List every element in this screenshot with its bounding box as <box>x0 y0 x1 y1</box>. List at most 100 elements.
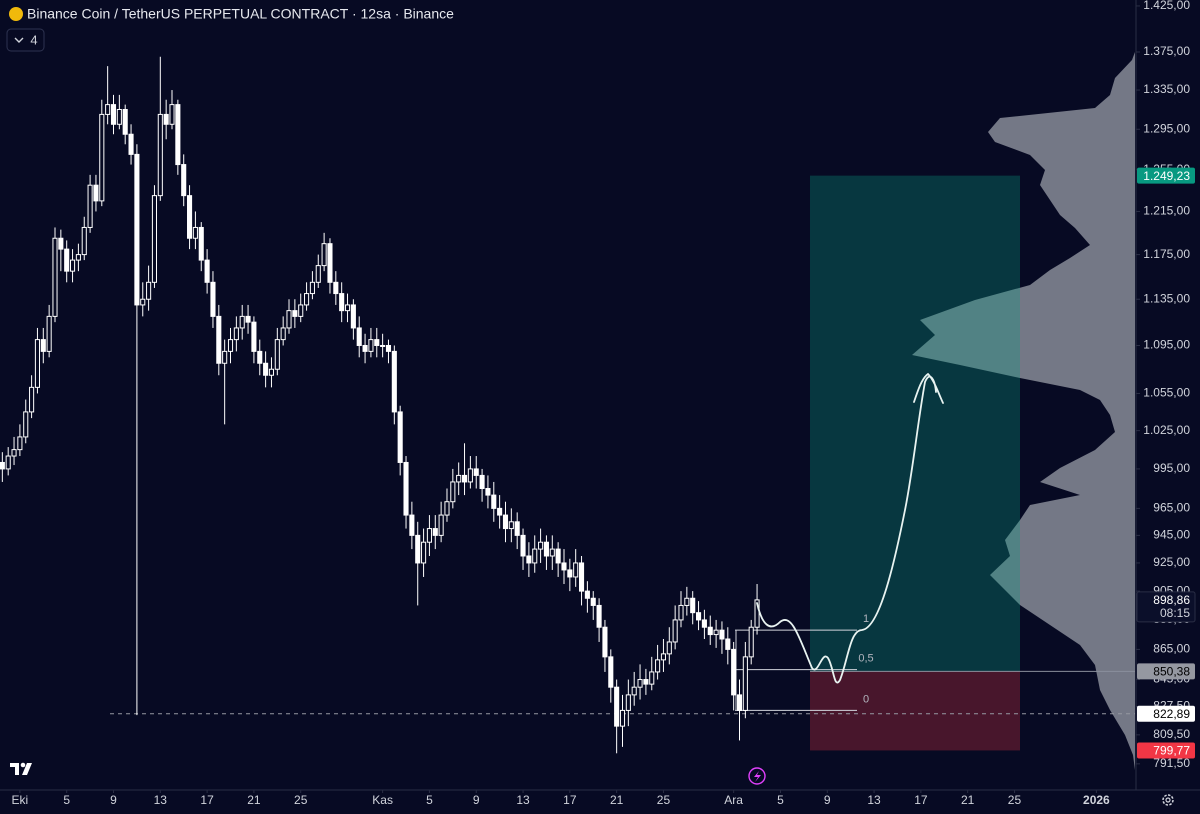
candle-body <box>140 298 146 306</box>
candle-body <box>421 541 427 564</box>
candle-body <box>81 226 87 256</box>
candle-body <box>374 339 380 346</box>
candle-body <box>696 612 702 621</box>
candle-body <box>175 104 181 166</box>
candle-body <box>17 436 23 451</box>
tv-logo[interactable] <box>10 762 32 775</box>
chart-title: Binance Coin / TetherUS PERPETUAL CONTRA… <box>27 6 454 22</box>
y-tick-label: 1.295,00 <box>1143 121 1190 135</box>
candle-body <box>368 339 374 352</box>
candle-body <box>391 350 397 413</box>
candle-body <box>713 629 719 636</box>
gear-outline[interactable] <box>1162 794 1174 806</box>
candle-body <box>187 195 193 239</box>
candle-body <box>344 304 351 312</box>
candle-body <box>23 411 29 438</box>
candle-body <box>309 281 315 295</box>
stop-price-tag: 799,77 <box>1153 744 1190 758</box>
candle-body <box>34 339 40 388</box>
y-tick-label: 1.335,00 <box>1143 82 1190 96</box>
candle-body <box>450 481 456 503</box>
candle-body <box>479 474 485 489</box>
y-tick-label: 1.095,00 <box>1143 338 1190 352</box>
candle-body <box>227 339 234 352</box>
icon-bolt[interactable] <box>754 771 761 782</box>
symbol-logo <box>9 7 23 21</box>
candle-body <box>222 350 228 364</box>
logo-part[interactable] <box>10 763 19 775</box>
y-tick-label: 1.375,00 <box>1143 44 1190 58</box>
stop-price-tag-bg <box>1137 742 1195 759</box>
toggle-count[interactable]: 4 <box>30 32 37 47</box>
candle-body <box>678 604 684 621</box>
x-tick-label: 9 <box>824 793 831 807</box>
x-tick-label: 21 <box>610 793 624 807</box>
candle-body <box>508 521 514 530</box>
y-tick-label: 945,00 <box>1153 528 1190 542</box>
candle-body <box>748 626 754 658</box>
candle-body <box>198 226 204 261</box>
candle-body <box>93 184 99 202</box>
candle-body <box>461 474 468 483</box>
x-tick-label: 17 <box>914 793 928 807</box>
candle-body <box>204 259 210 283</box>
y-tick-label: 1.215,00 <box>1143 204 1190 218</box>
candle-body <box>292 310 298 317</box>
candle-body <box>543 541 549 557</box>
candle-body <box>257 350 263 364</box>
candle-body <box>432 528 438 536</box>
candle-body <box>11 449 17 457</box>
indicator-toggle[interactable]: 4 <box>6 28 45 52</box>
candle-body <box>280 327 286 341</box>
settings-button[interactable] <box>1162 794 1174 806</box>
candle-body <box>298 304 304 317</box>
candle-body <box>660 653 666 661</box>
candle-body <box>116 109 122 125</box>
candle-body <box>268 368 275 376</box>
y-tick-label: 1.425,00 <box>1143 0 1190 12</box>
y-tick-label: 995,00 <box>1153 461 1190 475</box>
x-tick-label: 25 <box>294 793 308 807</box>
candle-body <box>327 243 333 283</box>
candle-body <box>567 569 573 578</box>
candle-body <box>233 327 239 341</box>
logo-part[interactable] <box>22 763 32 775</box>
candle-body <box>596 604 602 628</box>
x-tick-label: 5 <box>777 793 784 807</box>
candle-body <box>380 344 386 347</box>
candle-body <box>684 597 690 606</box>
alert-icon[interactable] <box>748 767 766 785</box>
logo-part[interactable] <box>20 762 26 768</box>
candle-body <box>491 494 497 509</box>
candle-body <box>245 315 251 323</box>
target-price-tag: 1.249,23 <box>1143 169 1190 183</box>
candle-body <box>473 468 479 476</box>
x-tick-label: 21 <box>247 793 261 807</box>
candle-body <box>561 562 567 571</box>
candle-body <box>5 455 11 470</box>
y-tick-label: 1.025,00 <box>1143 423 1190 437</box>
candle-body <box>29 386 35 413</box>
candle-body <box>356 327 362 346</box>
fib-label: 0,5 <box>858 653 873 665</box>
candle-body <box>608 656 614 688</box>
candle-body <box>719 629 725 640</box>
plot-area: 10,50 <box>0 52 1135 770</box>
fib-label: 0 <box>863 693 869 705</box>
chevron-icon[interactable] <box>14 37 24 43</box>
candle-body <box>87 184 93 228</box>
toggle-frame[interactable] <box>6 28 45 52</box>
target-price-tag-bg <box>1137 167 1195 184</box>
last-price-tag: 898,86 <box>1153 593 1190 607</box>
candle-body <box>631 686 637 696</box>
candle-body <box>163 113 169 125</box>
volume-profile <box>912 52 1135 770</box>
candle-body <box>64 248 70 272</box>
candle-body <box>666 641 672 655</box>
icon-ring[interactable] <box>748 767 766 785</box>
candle-body <box>578 562 585 592</box>
gear-center[interactable] <box>1165 797 1171 803</box>
y-tick-label: 925,00 <box>1153 555 1190 569</box>
candle-body <box>625 694 631 711</box>
candle-body <box>637 679 643 688</box>
